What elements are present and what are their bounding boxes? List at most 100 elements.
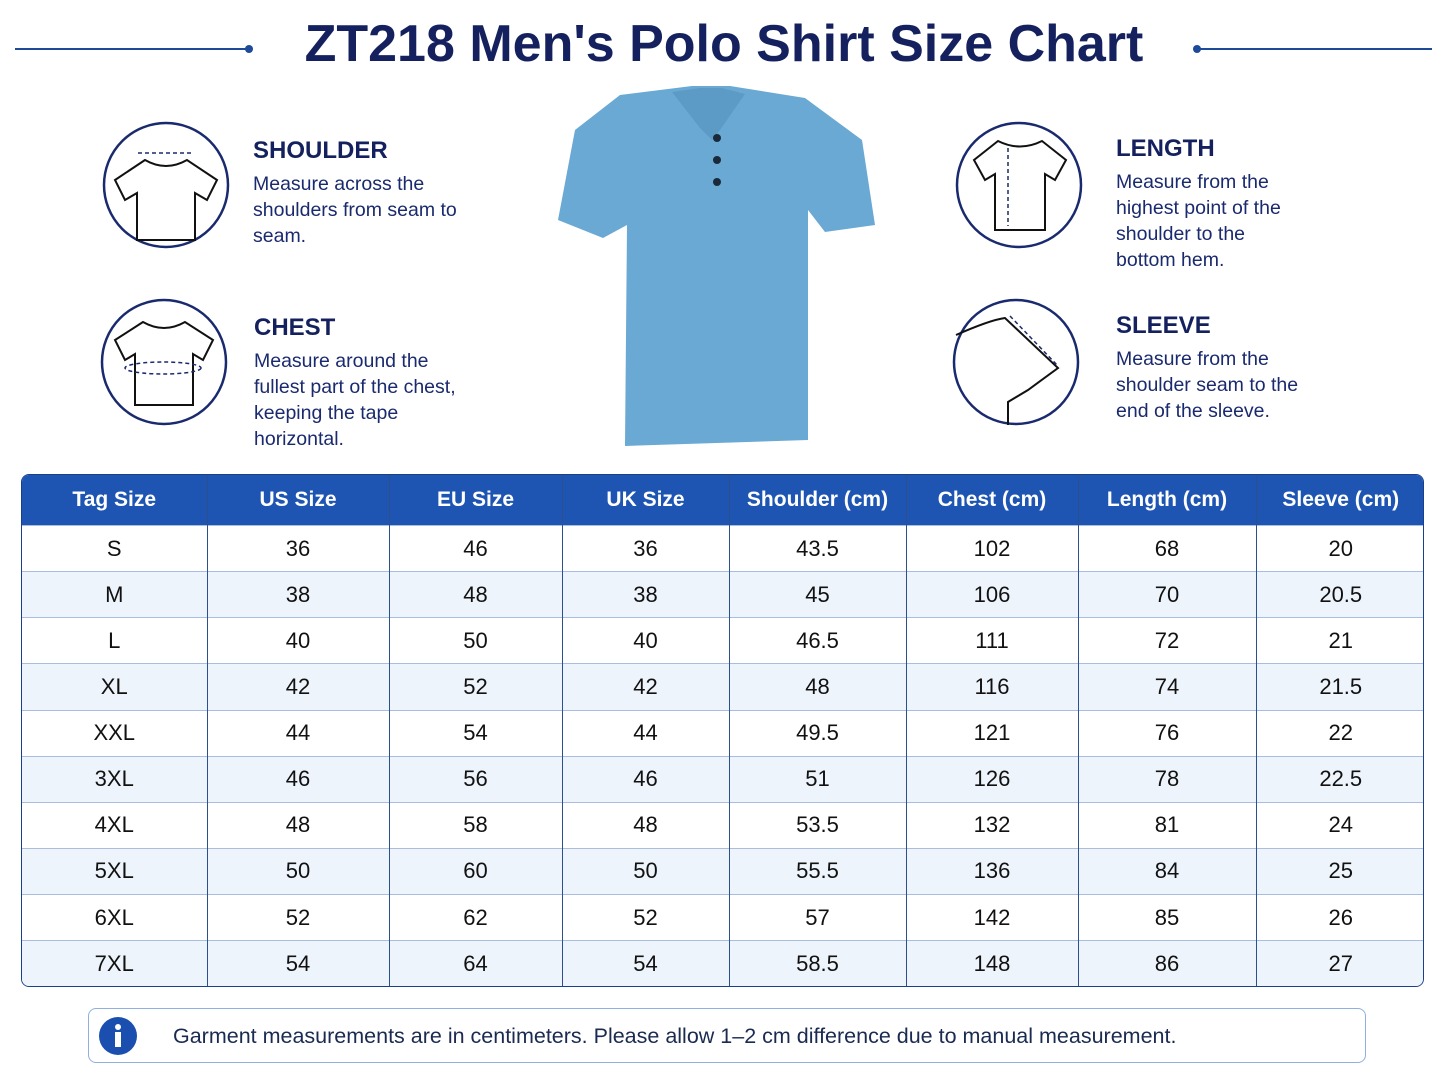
- note-box: Garment measurements are in centimeters.…: [88, 1008, 1366, 1063]
- table-cell: 48: [389, 571, 563, 618]
- table-cell: 40: [562, 617, 730, 664]
- table-cell: 7XL: [22, 940, 208, 986]
- table-cell: 68: [1078, 524, 1257, 572]
- table-cell: 20: [1256, 524, 1423, 572]
- table-cell: 60: [389, 847, 563, 895]
- table-cell: 3XL: [22, 755, 208, 803]
- table-cell: L: [22, 617, 208, 664]
- table-cell: 54: [562, 940, 730, 986]
- table-cell: 50: [562, 847, 730, 895]
- table-cell: M: [22, 571, 208, 618]
- table-cell: 44: [207, 709, 390, 757]
- table-cell: 36: [207, 524, 390, 572]
- table-cell: 84: [1078, 847, 1257, 895]
- column-header: Chest (cm): [906, 475, 1079, 526]
- table-cell: 81: [1078, 801, 1257, 849]
- measure-label: LENGTH: [1116, 135, 1215, 162]
- table-cell: 85: [1078, 893, 1257, 941]
- table-cell: 116: [906, 663, 1079, 710]
- column-header: Sleeve (cm): [1256, 475, 1423, 526]
- table-cell: 78: [1078, 755, 1257, 803]
- table-cell: 55.5: [729, 847, 907, 895]
- table-row: 6XL 52 62 52 57 142 85 26: [22, 893, 1423, 941]
- table-cell: 58: [389, 801, 563, 849]
- measure: SLEEVE Measure from the shoulder seam to …: [1116, 312, 1326, 424]
- table-cell: 58.5: [729, 940, 907, 986]
- table-cell: 27: [1256, 940, 1423, 986]
- column-header: Length (cm): [1078, 475, 1257, 526]
- note-text: Garment measurements are in centimeters.…: [173, 1024, 1177, 1048]
- table-cell: 21: [1256, 617, 1423, 664]
- measure-label: SHOULDER: [253, 137, 388, 164]
- table-cell: 4XL: [22, 801, 208, 849]
- table-cell: 24: [1256, 801, 1423, 849]
- table-cell: 48: [729, 663, 907, 710]
- table-cell: 45: [729, 571, 907, 618]
- table-cell: 142: [906, 893, 1079, 941]
- column-header: Tag Size: [22, 475, 208, 526]
- table-cell: 56: [389, 755, 563, 803]
- table-cell: 22.5: [1256, 755, 1423, 803]
- table-cell: 46: [207, 755, 390, 803]
- table-cell: 86: [1078, 940, 1257, 986]
- measure: CHEST Measure around the fullest part of …: [254, 314, 479, 452]
- size-table: Tag Size US Size EU Size UK Size Shoulder (c…: [21, 474, 1424, 987]
- table-row: S 36 46 36 43.5 102 68 20: [22, 524, 1423, 572]
- table-cell: 54: [389, 709, 563, 757]
- title: ZT218 Men's Polo Shirt Size Chart: [304, 15, 1144, 73]
- measure-text: Measure across the shoulders from seam t…: [253, 173, 457, 247]
- table-cell: 50: [207, 847, 390, 895]
- column-header: Shoulder (cm): [729, 475, 907, 526]
- table-cell: 106: [906, 571, 1079, 618]
- table-cell: 52: [562, 893, 730, 941]
- table-cell: 20.5: [1256, 571, 1423, 618]
- table-cell: 38: [562, 571, 730, 618]
- table-cell: 52: [389, 663, 563, 710]
- table-cell: 26: [1256, 893, 1423, 941]
- table-cell: 64: [389, 940, 563, 986]
- table-cell: 40: [207, 617, 390, 664]
- table-cell: 111: [906, 617, 1079, 664]
- table-cell: 74: [1078, 663, 1257, 710]
- table-cell: 76: [1078, 709, 1257, 757]
- table-cell: 102: [906, 524, 1079, 572]
- measure-text: Measure from the highest point of the sh…: [1116, 171, 1281, 271]
- table-cell: 62: [389, 893, 563, 941]
- table-cell: XL: [22, 663, 208, 710]
- measure: SHOULDER Measure across the shoulders fro…: [253, 137, 478, 249]
- table-cell: 70: [1078, 571, 1257, 618]
- table-cell: S: [22, 524, 208, 572]
- table-cell: 121: [906, 709, 1079, 757]
- table-cell: 42: [207, 663, 390, 710]
- decor: [15, 45, 1432, 446]
- table-cell: 21.5: [1256, 663, 1423, 710]
- table-cell: 126: [906, 755, 1079, 803]
- table-cell: 51: [729, 755, 907, 803]
- table-cell: 46: [562, 755, 730, 803]
- table-cell: 52: [207, 893, 390, 941]
- column-header: US Size: [207, 475, 390, 526]
- table-cell: 72: [1078, 617, 1257, 664]
- table-cell: 49.5: [729, 709, 907, 757]
- table-cell: 48: [562, 801, 730, 849]
- table-cell: 46: [389, 524, 563, 572]
- table-cell: XXL: [22, 709, 208, 757]
- table-cell: 148: [906, 940, 1079, 986]
- table-row: 4XL 48 58 48 53.5 132 81 24: [22, 801, 1423, 849]
- info-icon: [99, 1017, 137, 1055]
- measure-label: CHEST: [254, 314, 336, 341]
- column-header: EU Size: [389, 475, 563, 526]
- table-cell: 5XL: [22, 847, 208, 895]
- table-cell: 44: [562, 709, 730, 757]
- measure-text: Measure around the fullest part of the c…: [254, 350, 456, 450]
- table-row: XXL 44 54 44 49.5 121 76 22: [22, 709, 1423, 757]
- table-row: L 40 50 40 46.5 111 72 21: [22, 617, 1423, 664]
- table-cell: 25: [1256, 847, 1423, 895]
- table-cell: 54: [207, 940, 390, 986]
- table-cell: 22: [1256, 709, 1423, 757]
- table-row: XL 42 52 42 48 116 74 21.5: [22, 663, 1423, 710]
- table-cell: 38: [207, 571, 390, 618]
- table-cell: 6XL: [22, 893, 208, 941]
- table-row: 3XL 46 56 46 51 126 78 22.5: [22, 755, 1423, 803]
- table: Tag Size US Size EU Size UK Size Shoulder (c…: [22, 475, 1423, 986]
